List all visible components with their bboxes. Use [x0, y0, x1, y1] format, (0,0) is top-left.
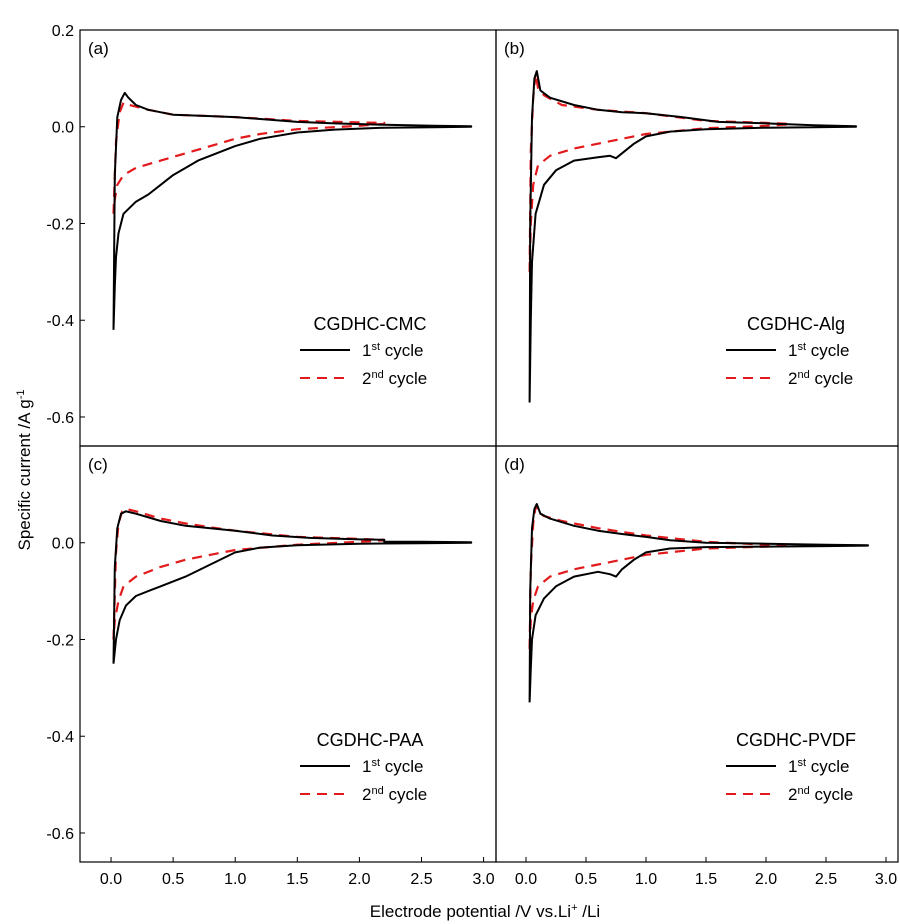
y-tick-label: 0.0 [52, 536, 74, 553]
x-tick-label: 1.5 [286, 871, 308, 888]
x-axis-label: Electrode potential /V vs.Li+ /Li [370, 902, 600, 921]
legend-entry: 1st cycle [788, 757, 850, 776]
series-line-first-cycle [528, 503, 869, 703]
x-tick-label: 1.0 [635, 871, 657, 888]
panel-frame [79, 445, 497, 863]
series-line-second-cycle [112, 101, 386, 214]
panel-label: (d) [504, 455, 525, 474]
series-line-first-cycle [528, 70, 857, 403]
panel-label: (a) [88, 39, 109, 58]
y-tick-label: 0.2 [52, 23, 74, 40]
x-axis-label-tail: /Li [578, 902, 601, 921]
series-line-first-cycle [112, 510, 473, 664]
x-tick-label: 2.5 [815, 871, 837, 888]
panel-0: 0.2 0.0 -0.2 -0.4 -0.6 (a) CGDHC-CMC 1st cycle 2… [46, 23, 497, 447]
x-tick-label: 0.0 [100, 871, 122, 888]
legend-entry: 1st cycle [788, 341, 850, 360]
legend-entry: 2nd cycle [362, 369, 427, 388]
x-tick-label: 0.0 [515, 871, 537, 888]
y-tick-label: -0.4 [46, 729, 74, 746]
legend-entry: 1st cycle [362, 341, 424, 360]
series-line-second-cycle [112, 507, 386, 640]
y-tick-label: -0.6 [46, 826, 74, 843]
panel-1: (b) CGDHC-Alg 1st cycle 2nd cycle [495, 29, 899, 447]
panel-3: 0.0 0.5 1.0 1.5 2.0 2.5 3.0 (d) CGDHC-PVDF 1st cy… [495, 445, 899, 888]
y-tick-label: -0.6 [46, 410, 74, 427]
y-tick-label: -0.2 [46, 632, 74, 649]
y-tick-label: 0.0 [52, 120, 74, 137]
legend-entry: 2nd cycle [788, 369, 853, 388]
y-axis-label-sup: -1 [15, 390, 27, 400]
x-tick-label: 1.5 [695, 871, 717, 888]
legend-entry: 2nd cycle [788, 785, 853, 804]
x-tick-label: 0.5 [162, 871, 184, 888]
legend-title: CGDHC-CMC [314, 314, 427, 334]
legend-entry: 2nd cycle [362, 785, 427, 804]
legend-entry: 1st cycle [362, 757, 424, 776]
series-line-second-cycle [528, 505, 792, 650]
x-axis-label-sup: + [571, 902, 577, 914]
y-axis-label-main: Specific current /A g [15, 399, 34, 550]
series-line-second-cycle [528, 72, 792, 272]
y-tick-label: -0.4 [46, 313, 74, 330]
x-tick-label: 2.0 [755, 871, 777, 888]
x-tick-label: 1.0 [224, 871, 246, 888]
y-tick-label: -0.2 [46, 216, 74, 233]
panels: 0.2 0.0 -0.2 -0.4 -0.6 (a) CGDHC-CMC 1st cycle 2… [46, 23, 899, 888]
panel-2: 0.0 -0.2 -0.4 -0.6 0.0 0.5 1.0 1.5 2.0 2.5 3.0 (c) C… [46, 445, 497, 888]
panel-label: (b) [504, 39, 525, 58]
x-tick-label: 3.0 [472, 871, 494, 888]
panel-label: (c) [88, 455, 108, 474]
panel-frame [495, 445, 899, 863]
legend-title: CGDHC-PVDF [736, 730, 856, 750]
y-axis-label: Specific current /A g-1 [15, 390, 34, 551]
x-tick-label: 0.5 [575, 871, 597, 888]
legend-title: CGDHC-PAA [317, 730, 424, 750]
panel-frame [79, 29, 497, 447]
x-tick-label: 2.5 [410, 871, 432, 888]
legend-title: CGDHC-Alg [747, 314, 845, 334]
x-tick-label: 2.0 [348, 871, 370, 888]
series-line-first-cycle [112, 91, 473, 330]
x-axis-label-main: Electrode potential /V vs.Li [370, 902, 571, 921]
x-tick-label: 3.0 [875, 871, 897, 888]
